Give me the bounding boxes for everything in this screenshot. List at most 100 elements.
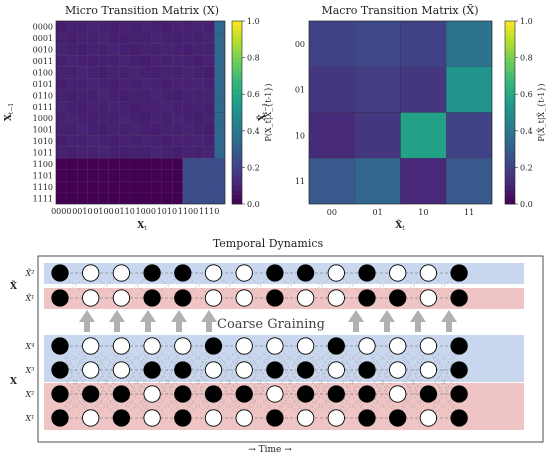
micro-y-tick: 1111	[33, 194, 53, 203]
micro-cell	[150, 112, 162, 125]
micro-cell	[203, 169, 215, 182]
macro-colorbar-segment	[505, 176, 515, 182]
micro-cell	[87, 77, 99, 90]
micro-cell	[76, 112, 88, 125]
coarse-graining-arrow	[171, 310, 187, 332]
micro-cell	[161, 66, 173, 79]
micro-xlabel: Xt	[137, 221, 147, 232]
micro-cell	[76, 169, 88, 182]
micro-cell	[140, 100, 152, 113]
micro-cell	[140, 192, 152, 205]
micro-cell	[66, 55, 78, 67]
micro-cell	[129, 100, 141, 113]
micro-cell	[161, 135, 173, 148]
macro-colorbar-segment	[505, 149, 515, 155]
micro-colorbar-segment	[232, 199, 242, 205]
micro-cell	[203, 89, 215, 102]
micro-cell	[108, 20, 120, 33]
macro-x-tick: 00	[327, 208, 337, 217]
micro-cell	[171, 43, 183, 56]
coupling-edge	[213, 345, 245, 419]
micro-colorbar-segment	[232, 75, 242, 81]
state-node-on	[389, 409, 407, 427]
state-node-on	[51, 361, 69, 379]
micro-cell	[55, 123, 67, 136]
micro-cell	[193, 32, 205, 45]
micro-cell	[119, 89, 131, 102]
coupling-edge	[305, 369, 337, 419]
row-labels: X̃² X̃¹ X⁴ X³ X² X¹	[25, 269, 35, 423]
micro-cell	[140, 123, 152, 136]
micro-cell	[182, 66, 194, 79]
micro-cell	[203, 66, 215, 79]
micro-cell	[161, 43, 173, 56]
coupling-edge	[274, 345, 306, 419]
micro-colorbar-segment	[232, 21, 242, 26]
macro-colorbar-segment	[505, 158, 515, 164]
macro-cell	[354, 66, 401, 113]
micro-cell	[66, 158, 78, 170]
micro-heatmap-panel: Micro Transition Matrix (X) 0000 0001 0010…	[4, 4, 273, 232]
macro-x-tick: 10	[418, 208, 428, 217]
micro-colorbar-segment	[232, 117, 242, 123]
micro-cell	[214, 100, 226, 113]
macro-cell	[446, 20, 493, 67]
micro-cell	[98, 112, 110, 125]
micro-y-tick: 1011	[33, 149, 53, 158]
micro-cell	[66, 66, 78, 79]
coupling-edge	[397, 345, 429, 395]
state-node-off	[296, 337, 315, 355]
coupling-edge	[243, 345, 276, 395]
macro-colorbar-tick: 0.8	[520, 54, 533, 63]
micro-cell	[214, 180, 226, 193]
macro-cells	[308, 20, 493, 205]
micro-colorbar-segment	[232, 144, 242, 150]
macro-colorbar: 0.0 0.2 0.4 0.6 0.8 1.0 P(X̃_t|X̃_{t-1})	[504, 17, 546, 209]
micro-colorbar-segment	[232, 130, 242, 136]
coupling-edge	[90, 369, 122, 419]
state-node-on	[327, 337, 345, 355]
micro-cell	[108, 89, 120, 102]
micro-x-tick: 1010	[157, 207, 177, 216]
micro-cell	[76, 192, 88, 205]
micro-colorbar-tick: 0.8	[247, 54, 260, 63]
micro-cell	[129, 43, 141, 56]
state-node-on	[174, 264, 192, 282]
micro-cell	[76, 158, 88, 170]
micro-y-tick: 1000	[33, 114, 53, 123]
micro-cell	[140, 55, 152, 67]
micro-cell	[150, 180, 162, 193]
state-node-on	[358, 264, 376, 282]
micro-cell	[76, 123, 88, 136]
state-node-on	[82, 385, 100, 403]
state-node-off	[389, 264, 407, 282]
macro-colorbar-tick: 0.2	[520, 163, 533, 172]
micro-cell	[119, 100, 131, 113]
micro-colorbar-tick: 0.0	[247, 200, 260, 209]
row-label: X̃²	[25, 269, 35, 278]
macro-colorbar-segment	[505, 62, 515, 68]
micro-cell	[66, 100, 78, 113]
micro-cell	[171, 112, 183, 125]
micro-cell	[140, 146, 152, 159]
micro-ylabel: Xt−1	[4, 103, 15, 121]
micro-cell	[66, 32, 78, 45]
coupling-edge	[336, 345, 368, 419]
micro-cell	[203, 180, 215, 193]
macro-cell	[446, 112, 493, 159]
macro-frame	[308, 20, 493, 205]
micro-cell	[98, 123, 110, 136]
micro-cell	[119, 146, 131, 159]
micro-cell	[182, 146, 194, 159]
micro-cell	[193, 169, 205, 182]
micro-cell	[193, 192, 205, 205]
state-node-off	[235, 409, 253, 427]
macro-colorbar-segment	[505, 185, 515, 191]
micro-colorbar-tick: 0.6	[247, 90, 260, 99]
micro-cell	[108, 123, 120, 136]
coarse-graining-arrow	[348, 310, 364, 332]
macro-cell	[400, 112, 447, 159]
micro-cell	[55, 66, 67, 79]
micro-cell	[150, 66, 162, 79]
macro-cell	[400, 66, 447, 113]
